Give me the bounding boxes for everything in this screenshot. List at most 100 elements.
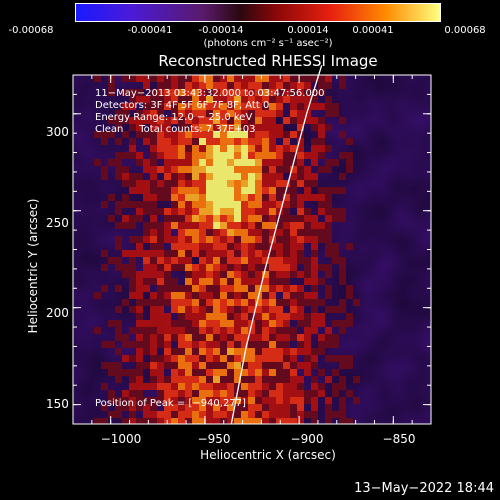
heatmap-cell xyxy=(262,229,269,236)
heatmap-cell xyxy=(248,201,255,208)
heatmap-cell xyxy=(150,411,157,418)
heatmap-cell xyxy=(311,299,318,306)
heatmap-cell xyxy=(234,89,241,96)
heatmap-cell xyxy=(199,348,206,355)
heatmap-cell xyxy=(297,117,304,124)
heatmap-cell xyxy=(304,257,311,264)
heatmap-cell xyxy=(269,194,276,201)
heatmap-cell xyxy=(171,369,178,376)
heatmap-cell xyxy=(269,187,276,194)
heatmap-cell xyxy=(290,292,297,299)
heatmap-cell xyxy=(255,299,262,306)
heatmap-cell xyxy=(192,194,199,201)
heatmap-cell xyxy=(255,159,262,166)
heatmap-cell xyxy=(185,82,192,89)
heatmap-cell xyxy=(199,292,206,299)
heatmap-cell xyxy=(185,362,192,369)
heatmap-cell xyxy=(206,306,213,313)
heatmap-cell xyxy=(185,145,192,152)
heatmap-cell xyxy=(220,243,227,250)
heatmap-cell xyxy=(318,194,325,201)
heatmap-cell xyxy=(150,138,157,145)
heatmap-cell xyxy=(276,110,283,117)
heatmap-cell xyxy=(185,96,192,103)
heatmap-cell xyxy=(269,278,276,285)
heatmap-cell xyxy=(157,243,164,250)
heatmap-cell xyxy=(241,152,248,159)
heatmap-cell xyxy=(171,180,178,187)
heatmap-cell xyxy=(227,278,234,285)
heatmap-cell xyxy=(185,201,192,208)
heatmap-cell xyxy=(339,320,346,327)
heatmap-cell xyxy=(311,194,318,201)
heatmap-cell xyxy=(255,362,262,369)
heatmap-cell xyxy=(311,390,318,397)
heatmap-cell xyxy=(150,292,157,299)
heatmap-cell xyxy=(297,320,304,327)
heatmap-cell xyxy=(276,229,283,236)
heatmap-cell xyxy=(346,159,353,166)
heatmap-cell xyxy=(311,285,318,292)
heatmap-cell xyxy=(122,103,129,110)
heatmap-cell xyxy=(227,341,234,348)
heatmap-cell xyxy=(178,320,185,327)
heatmap-cell xyxy=(199,250,206,257)
heatmap-cell xyxy=(213,257,220,264)
heatmap-cell xyxy=(206,390,213,397)
heatmap-cell xyxy=(108,362,115,369)
heatmap-cell xyxy=(297,390,304,397)
heatmap-cell xyxy=(178,250,185,257)
heatmap-cell xyxy=(234,152,241,159)
heatmap-cell xyxy=(318,278,325,285)
heatmap-cell xyxy=(346,418,353,424)
heatmap-cell xyxy=(115,257,122,264)
heatmap-cell xyxy=(143,96,150,103)
heatmap-cell xyxy=(185,89,192,96)
heatmap-cell xyxy=(157,131,164,138)
heatmap-cell xyxy=(164,355,171,362)
heatmap-cell xyxy=(248,299,255,306)
heatmap-cell xyxy=(178,236,185,243)
heatmap-cell xyxy=(115,376,122,383)
heatmap-cell xyxy=(311,103,318,110)
heatmap-cell xyxy=(199,418,206,424)
heatmap-cell xyxy=(276,250,283,257)
heatmap-cell xyxy=(248,285,255,292)
heatmap-cell xyxy=(94,418,101,424)
heatmap-cell xyxy=(290,236,297,243)
heatmap-cell xyxy=(192,404,199,411)
heatmap-cell xyxy=(150,369,157,376)
heatmap-cell xyxy=(220,152,227,159)
heatmap-cell xyxy=(178,285,185,292)
heatmap-cell xyxy=(297,404,304,411)
heatmap-cell xyxy=(199,110,206,117)
heatmap-cell xyxy=(325,236,332,243)
heatmap-cell xyxy=(171,173,178,180)
heatmap-cell xyxy=(164,187,171,194)
heatmap-cell xyxy=(255,166,262,173)
heatmap-cell xyxy=(227,145,234,152)
heatmap-cell xyxy=(311,89,318,96)
heatmap-cell xyxy=(241,215,248,222)
heatmap-cell xyxy=(178,376,185,383)
heatmap-cell xyxy=(339,306,346,313)
heatmap-cell xyxy=(136,341,143,348)
heatmap-cell xyxy=(248,278,255,285)
heatmap-cell xyxy=(283,96,290,103)
heatmap-cell xyxy=(178,180,185,187)
heatmap-cell xyxy=(297,257,304,264)
heatmap-cell xyxy=(283,278,290,285)
heatmap-cell xyxy=(150,271,157,278)
heatmap-cell xyxy=(164,397,171,404)
heatmap-cell xyxy=(269,89,276,96)
heatmap-cell xyxy=(157,320,164,327)
heatmap-cell xyxy=(318,117,325,124)
heatmap-cell xyxy=(255,215,262,222)
heatmap-cell xyxy=(339,299,346,306)
heatmap-cell xyxy=(164,411,171,418)
heatmap-cell xyxy=(136,327,143,334)
heatmap-cell xyxy=(283,250,290,257)
heatmap-cell xyxy=(283,404,290,411)
heatmap-cell xyxy=(255,201,262,208)
heatmap-cell xyxy=(234,250,241,257)
